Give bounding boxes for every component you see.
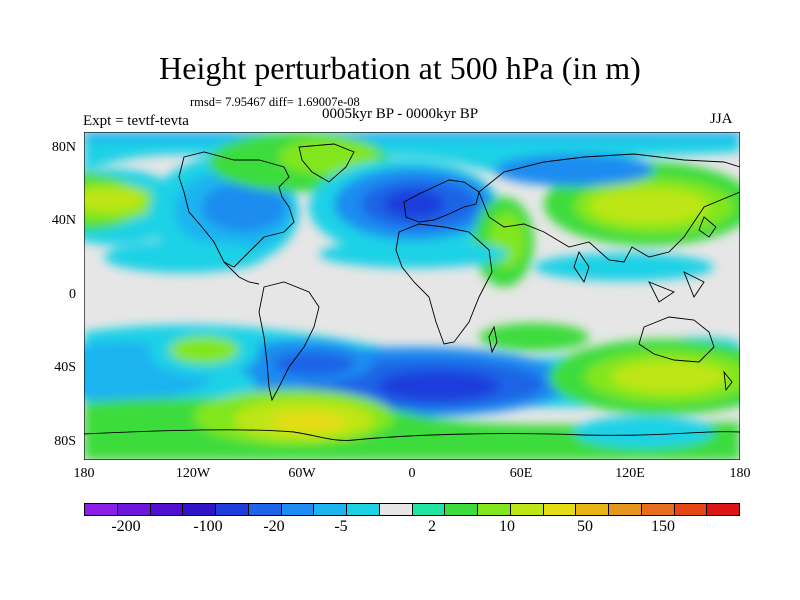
lon-label: 180 <box>73 466 95 481</box>
experiment-text: Expt = tevtf-tevta <box>83 113 189 129</box>
period-text: 0005kyr BP - 0000kyr BP <box>322 106 479 122</box>
colorbar-swatch <box>641 504 675 515</box>
lon-label: 120E <box>615 466 645 481</box>
colorbar-label: 50 <box>577 518 593 535</box>
colorbar-label: 10 <box>499 518 515 535</box>
lon-label: 60E <box>509 466 533 481</box>
colorbar-swatch <box>117 504 151 515</box>
lat-label: 80N <box>51 140 76 155</box>
lon-label: 120W <box>175 466 211 481</box>
lat-label: 40S <box>54 360 76 375</box>
colorbar-swatch <box>543 504 577 515</box>
lat-label: 0 <box>69 287 76 302</box>
lon-label: 0 <box>408 466 416 481</box>
colorbar-label: 2 <box>428 518 436 535</box>
colorbar-swatch <box>183 504 216 515</box>
colorbar-swatch <box>85 504 118 515</box>
colorbar-label: -100 <box>193 518 223 535</box>
colorbar-swatch <box>314 504 347 515</box>
colorbar-swatch <box>576 504 609 515</box>
colorbar-swatch <box>379 504 413 515</box>
colorbar-swatch <box>248 504 282 515</box>
colorbar-swatch <box>674 504 708 515</box>
colorbar-swatch <box>510 504 544 515</box>
map-title: Height perturbation at 500 hPa (in m) <box>159 50 641 86</box>
colorbar-swatch <box>216 504 249 515</box>
colorbar-swatch <box>445 504 478 515</box>
stats-text: rmsd= 7.95467 diff= 1.69007e-08 <box>190 95 360 109</box>
colorbar-label: -200 <box>111 518 141 535</box>
colorbar-label: -20 <box>263 518 285 535</box>
season-text: JJA <box>710 111 733 127</box>
lon-label: 60W <box>288 466 316 481</box>
coastlines <box>84 143 740 441</box>
lat-label: 40N <box>51 213 76 228</box>
height-perturbation-field <box>84 132 740 460</box>
lon-label: 180 <box>729 466 751 481</box>
colorbar-swatch <box>150 504 184 515</box>
colorbar-swatch <box>478 504 511 515</box>
map-panel <box>84 132 740 460</box>
colorbar-swatch <box>281 504 315 515</box>
colorbar <box>84 503 740 516</box>
colorbar-label: -5 <box>334 518 348 535</box>
colorbar-label: 150 <box>651 518 675 535</box>
colorbar-swatch <box>412 504 446 515</box>
colorbar-swatch <box>347 504 380 515</box>
lat-label: 80S <box>54 434 76 449</box>
colorbar-swatch <box>609 504 642 515</box>
colorbar-swatch <box>707 504 739 515</box>
